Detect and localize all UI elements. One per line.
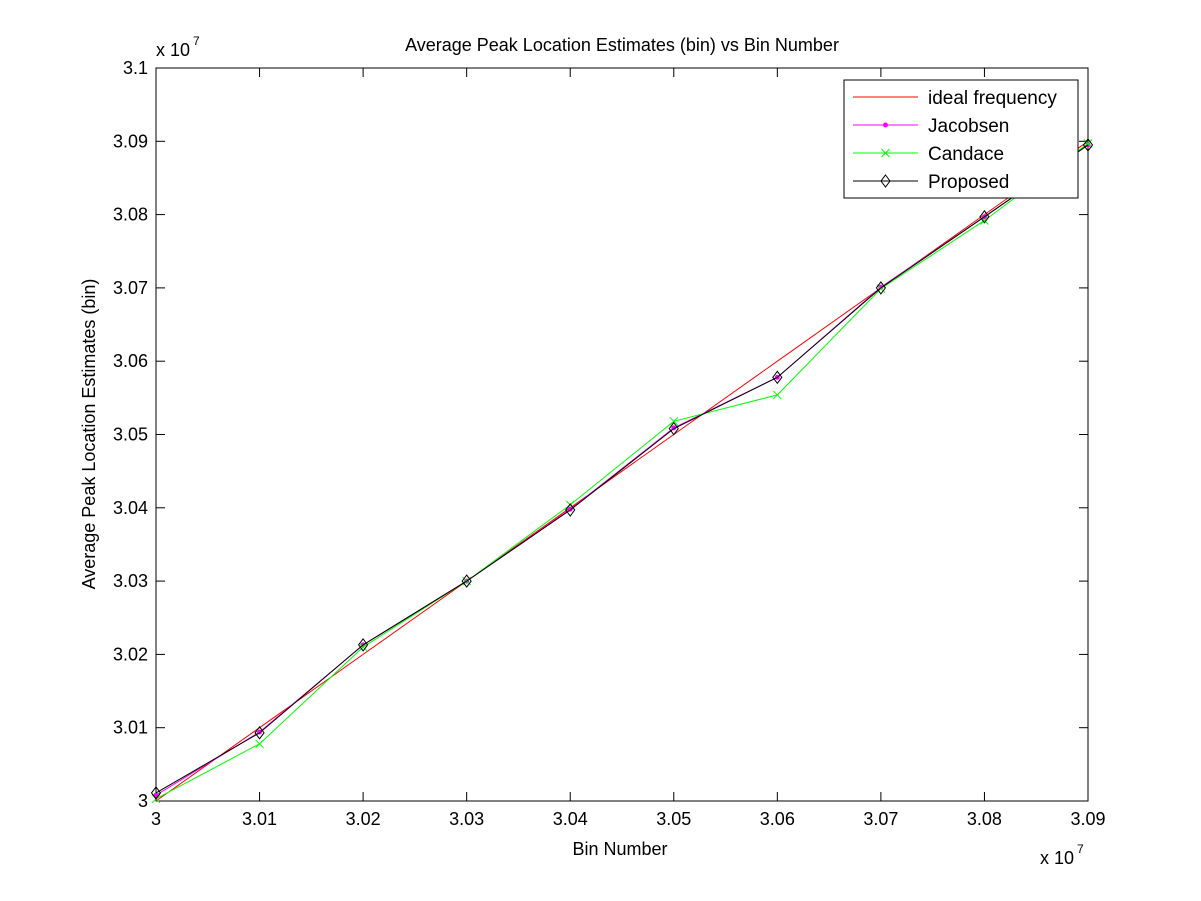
x-tick-label: 3.06 [760, 809, 795, 829]
data-point-candace [358, 642, 368, 652]
y-tick-label: 3.08 [113, 205, 148, 225]
y-multiplier-exponent: 7 [193, 34, 200, 48]
legend-label: Proposed [928, 172, 1009, 193]
legend-label: ideal frequency [928, 88, 1057, 109]
series-proposed [150, 138, 1094, 800]
data-point-proposed [461, 574, 472, 588]
data-point-candace [255, 739, 264, 749]
x-tick-label: 3.04 [553, 809, 588, 829]
y-tick-label: 3.02 [113, 644, 148, 664]
data-point-candace [669, 416, 679, 426]
y-tick-label: 3.07 [113, 278, 148, 298]
y-tick-label: 3 [138, 791, 148, 811]
y-axis-ticks: 3 3.01 3.02 3.03 3.04 3.05 3.06 3.07 3.08 3.09 3.1 [113, 58, 1088, 811]
x-multiplier-exponent: 7 [1077, 842, 1084, 856]
data-point-proposed [979, 209, 990, 224]
legend-entry-ideal-frequency: ideal frequency [853, 88, 1057, 109]
x-multiplier-base: x 10 [1040, 848, 1074, 868]
chart-title: Average Peak Location Estimates (bin) vs… [405, 35, 839, 55]
legend-marker [881, 148, 890, 158]
legend-marker [883, 122, 888, 128]
series-ideal-frequency [155, 140, 1089, 802]
data-point-proposed [357, 638, 369, 652]
y-tick-label: 3.09 [113, 131, 148, 151]
data-point-proposed [254, 725, 265, 740]
x-axis-label: Bin Number [572, 839, 667, 859]
x-tick-label: 3.02 [346, 809, 381, 829]
y-tick-label: 3.06 [113, 351, 148, 371]
legend-entry-jacobsen: Jacobsen [853, 116, 1009, 137]
x-axis-multiplier: x 10 7 [1040, 842, 1084, 868]
x-tick-label: 3.01 [242, 809, 277, 829]
x-tick-label: 3 [151, 809, 161, 829]
data-point-proposed [150, 786, 162, 800]
x-axis-ticks: 3 3.01 3.02 3.03 3.04 3.05 3.06 3.07 3.08 3.09 [151, 68, 1106, 829]
legend-entry-candace: Candace [853, 144, 1004, 165]
data-point-candace [772, 390, 782, 400]
data-point-jacobsen [153, 792, 159, 798]
data-point-proposed [875, 281, 887, 295]
series-line-proposed [155, 144, 1089, 794]
data-point-proposed [565, 503, 576, 517]
x-tick-label: 3.07 [863, 809, 898, 829]
data-point-proposed [1082, 138, 1094, 152]
y-axis-multiplier: x 10 7 [156, 34, 200, 60]
legend-marker [880, 174, 891, 188]
y-tick-label: 3.05 [113, 425, 148, 445]
x-tick-label: 3.05 [656, 809, 691, 829]
legend-entries: ideal frequency Jacobsen Candace Proposed [853, 88, 1057, 193]
legend-entry-proposed: Proposed [853, 172, 1009, 193]
data-point-candace [1083, 139, 1093, 148]
x-tick-label: 3.09 [1070, 809, 1105, 829]
series-line-candace [155, 143, 1089, 800]
legend-label: Jacobsen [928, 116, 1009, 137]
legend-label: Candace [928, 144, 1004, 165]
series-layer [150, 138, 1094, 804]
data-point-proposed [772, 370, 783, 385]
y-tick-label: 3.01 [113, 718, 148, 738]
y-axis-label: Average Peak Location Estimates (bin) [79, 279, 99, 590]
series-line-ideal-frequency [155, 140, 1089, 802]
y-tick-label: 3.03 [113, 571, 148, 591]
legend: ideal frequency Jacobsen Candace Proposed [843, 79, 1079, 199]
x-tick-label: 3.03 [449, 809, 484, 829]
y-tick-label: 3.04 [113, 498, 148, 518]
data-point-proposed [668, 421, 679, 436]
y-multiplier-base: x 10 [156, 40, 190, 60]
data-point-candace [980, 216, 989, 225]
x-tick-label: 3.08 [967, 809, 1002, 829]
y-tick-label: 3.1 [123, 58, 148, 78]
